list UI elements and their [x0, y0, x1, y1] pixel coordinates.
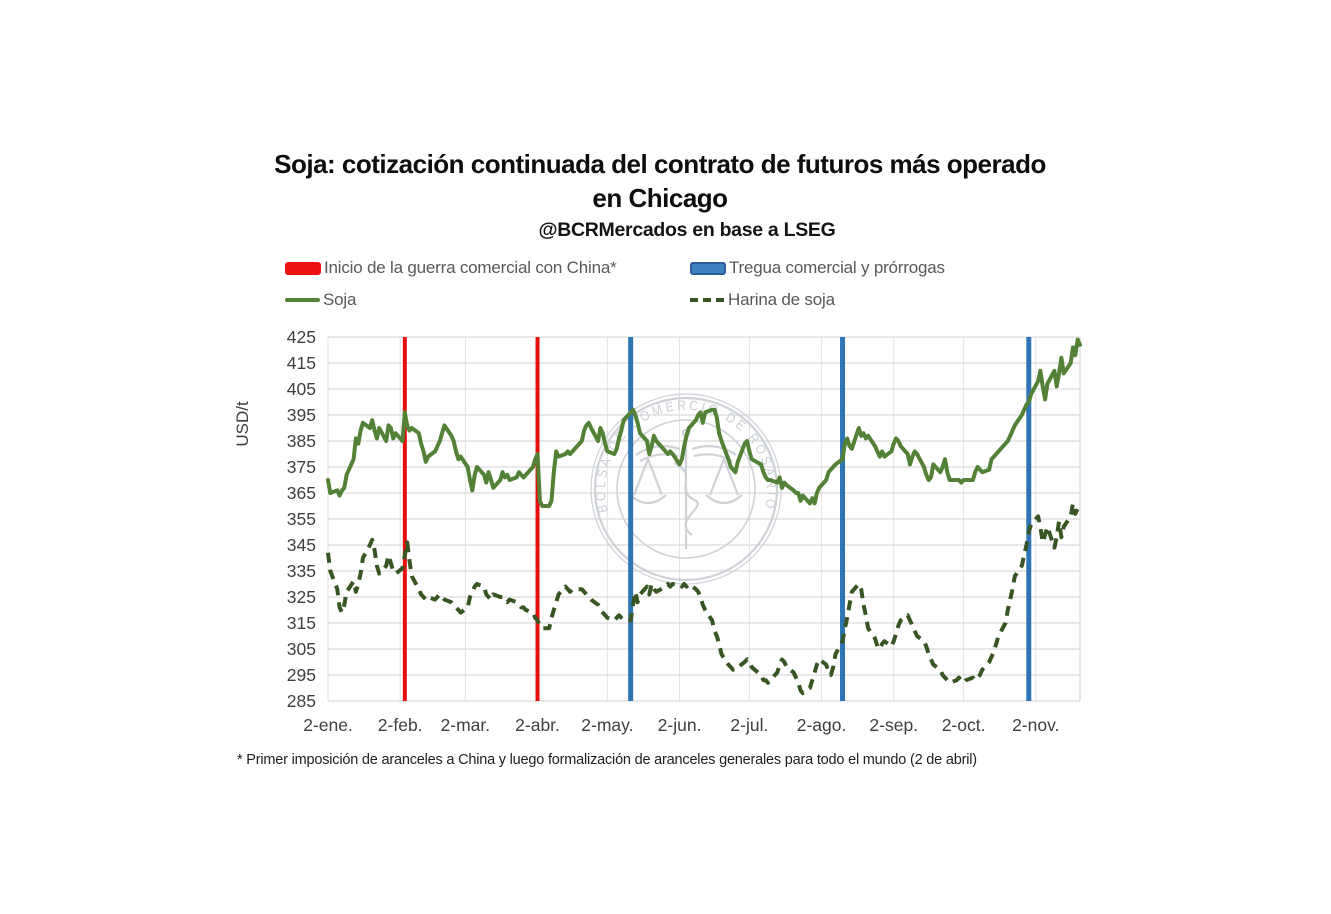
y-tick-label: 425 — [287, 327, 316, 347]
y-tick-label: 315 — [287, 613, 316, 633]
x-tick-label: 2-mar. — [441, 715, 491, 735]
legend-item-harina: Harina de soja — [690, 290, 835, 310]
chart-title: Soja: cotización continuada del contrato… — [274, 149, 1046, 214]
dashed-line-swatch — [690, 298, 725, 302]
x-tick-label: 2-sep. — [869, 715, 918, 735]
y-tick-label: 375 — [287, 457, 316, 477]
series-lines — [326, 337, 1082, 696]
legend-item-soja: Soja — [285, 290, 356, 310]
gridlines — [327, 336, 1081, 702]
x-tick-label: 2-ago. — [797, 715, 847, 735]
y-tick-label: 335 — [287, 561, 316, 581]
soja-series-line — [326, 337, 1082, 508]
chart-subtitle: @BCRMercados en base a LSEG — [538, 219, 836, 241]
x-tick-label: 2-nov. — [1012, 715, 1059, 735]
x-tick-label: 2-may. — [581, 715, 633, 735]
legend-label: Harina de soja — [728, 290, 835, 309]
seal-inner-ring — [616, 419, 756, 559]
legend-label: Inicio de la guerra comercial con China* — [324, 258, 617, 277]
y-tick-label: 395 — [287, 405, 316, 425]
y-tick-label: 305 — [287, 639, 316, 659]
footnote: * Primer imposición de aranceles a China… — [237, 752, 977, 768]
bcr-watermark-seal: BOLSA DE COMERCIO DE ROSARIO — [590, 393, 782, 585]
legend-item-truce: Tregua comercial y prórrogas — [690, 258, 945, 278]
red-bar-swatch — [285, 261, 321, 275]
y-tick-label: 355 — [287, 509, 316, 529]
x-tick-label: 2-abr. — [515, 715, 560, 735]
y-tick-label: 295 — [287, 665, 316, 685]
harina-series-line — [326, 501, 1082, 696]
x-tick-label: 2-jul. — [730, 715, 768, 735]
y-tick-label: 415 — [287, 353, 316, 373]
solid-line-swatch — [285, 298, 320, 302]
x-tick-label: 2-ene. — [303, 715, 353, 735]
axis-tick-labels: 425 415 405 395 385 375 365 355 345 335 325 315 305 2… — [287, 327, 1060, 735]
legend-item-trade-war: Inicio de la guerra comercial con China* — [285, 258, 617, 278]
seal-ring — [593, 396, 779, 582]
x-tick-label: 2-feb. — [378, 715, 423, 735]
y-tick-label: 345 — [287, 535, 316, 555]
legend-label: Soja — [323, 290, 357, 309]
legend-label: Tregua comercial y prórrogas — [729, 258, 945, 277]
y-tick-label: 285 — [287, 691, 316, 711]
y-tick-label: 325 — [287, 587, 316, 607]
y-tick-label: 385 — [287, 431, 316, 451]
x-tick-label: 2-jun. — [658, 715, 702, 735]
y-tick-label: 405 — [287, 379, 316, 399]
x-tick-label: 2-oct. — [942, 715, 986, 735]
blue-bar-swatch — [690, 261, 726, 275]
y-tick-label: 365 — [287, 483, 316, 503]
